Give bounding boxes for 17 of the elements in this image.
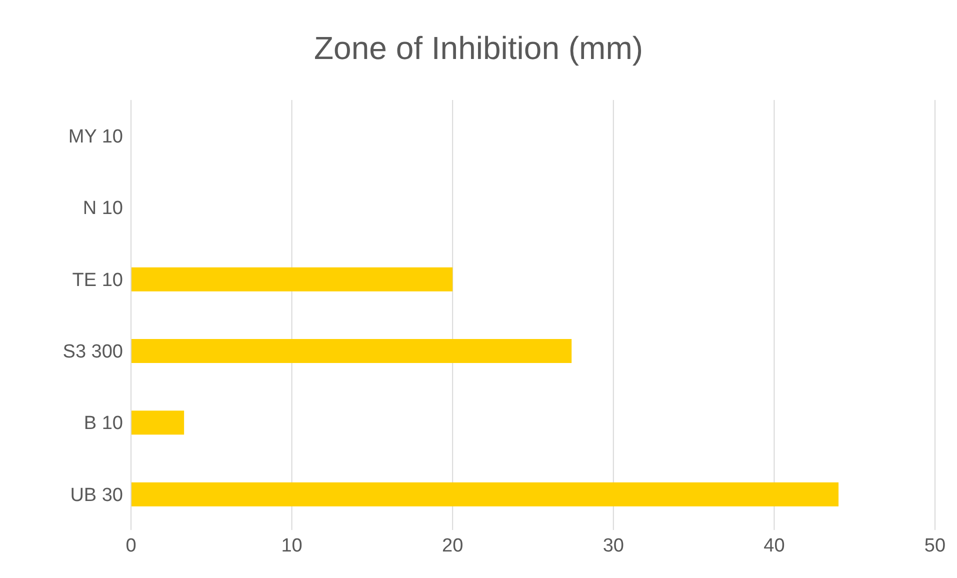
x-tick-label: 10 <box>281 535 302 556</box>
bar <box>131 482 839 506</box>
y-tick-label: N 10 <box>82 198 123 220</box>
x-tick-label: 20 <box>442 535 464 556</box>
x-tick-label: 30 <box>602 535 624 556</box>
bar <box>131 410 184 435</box>
x-tick-label: 0 <box>126 535 136 556</box>
bar <box>131 339 572 363</box>
y-tick-label: B 10 <box>84 413 123 434</box>
y-tick-label: MY 10 <box>68 126 123 148</box>
y-tick-label: UB 30 <box>70 484 123 506</box>
y-tick-label: S3 300 <box>62 342 123 363</box>
bar <box>131 267 453 292</box>
y-tick-label: TE 10 <box>72 270 123 291</box>
x-tick-label: 40 <box>764 535 785 556</box>
x-tick-label: 50 <box>924 535 946 556</box>
chart-title: Zone of Inhibition (mm) <box>312 29 644 68</box>
